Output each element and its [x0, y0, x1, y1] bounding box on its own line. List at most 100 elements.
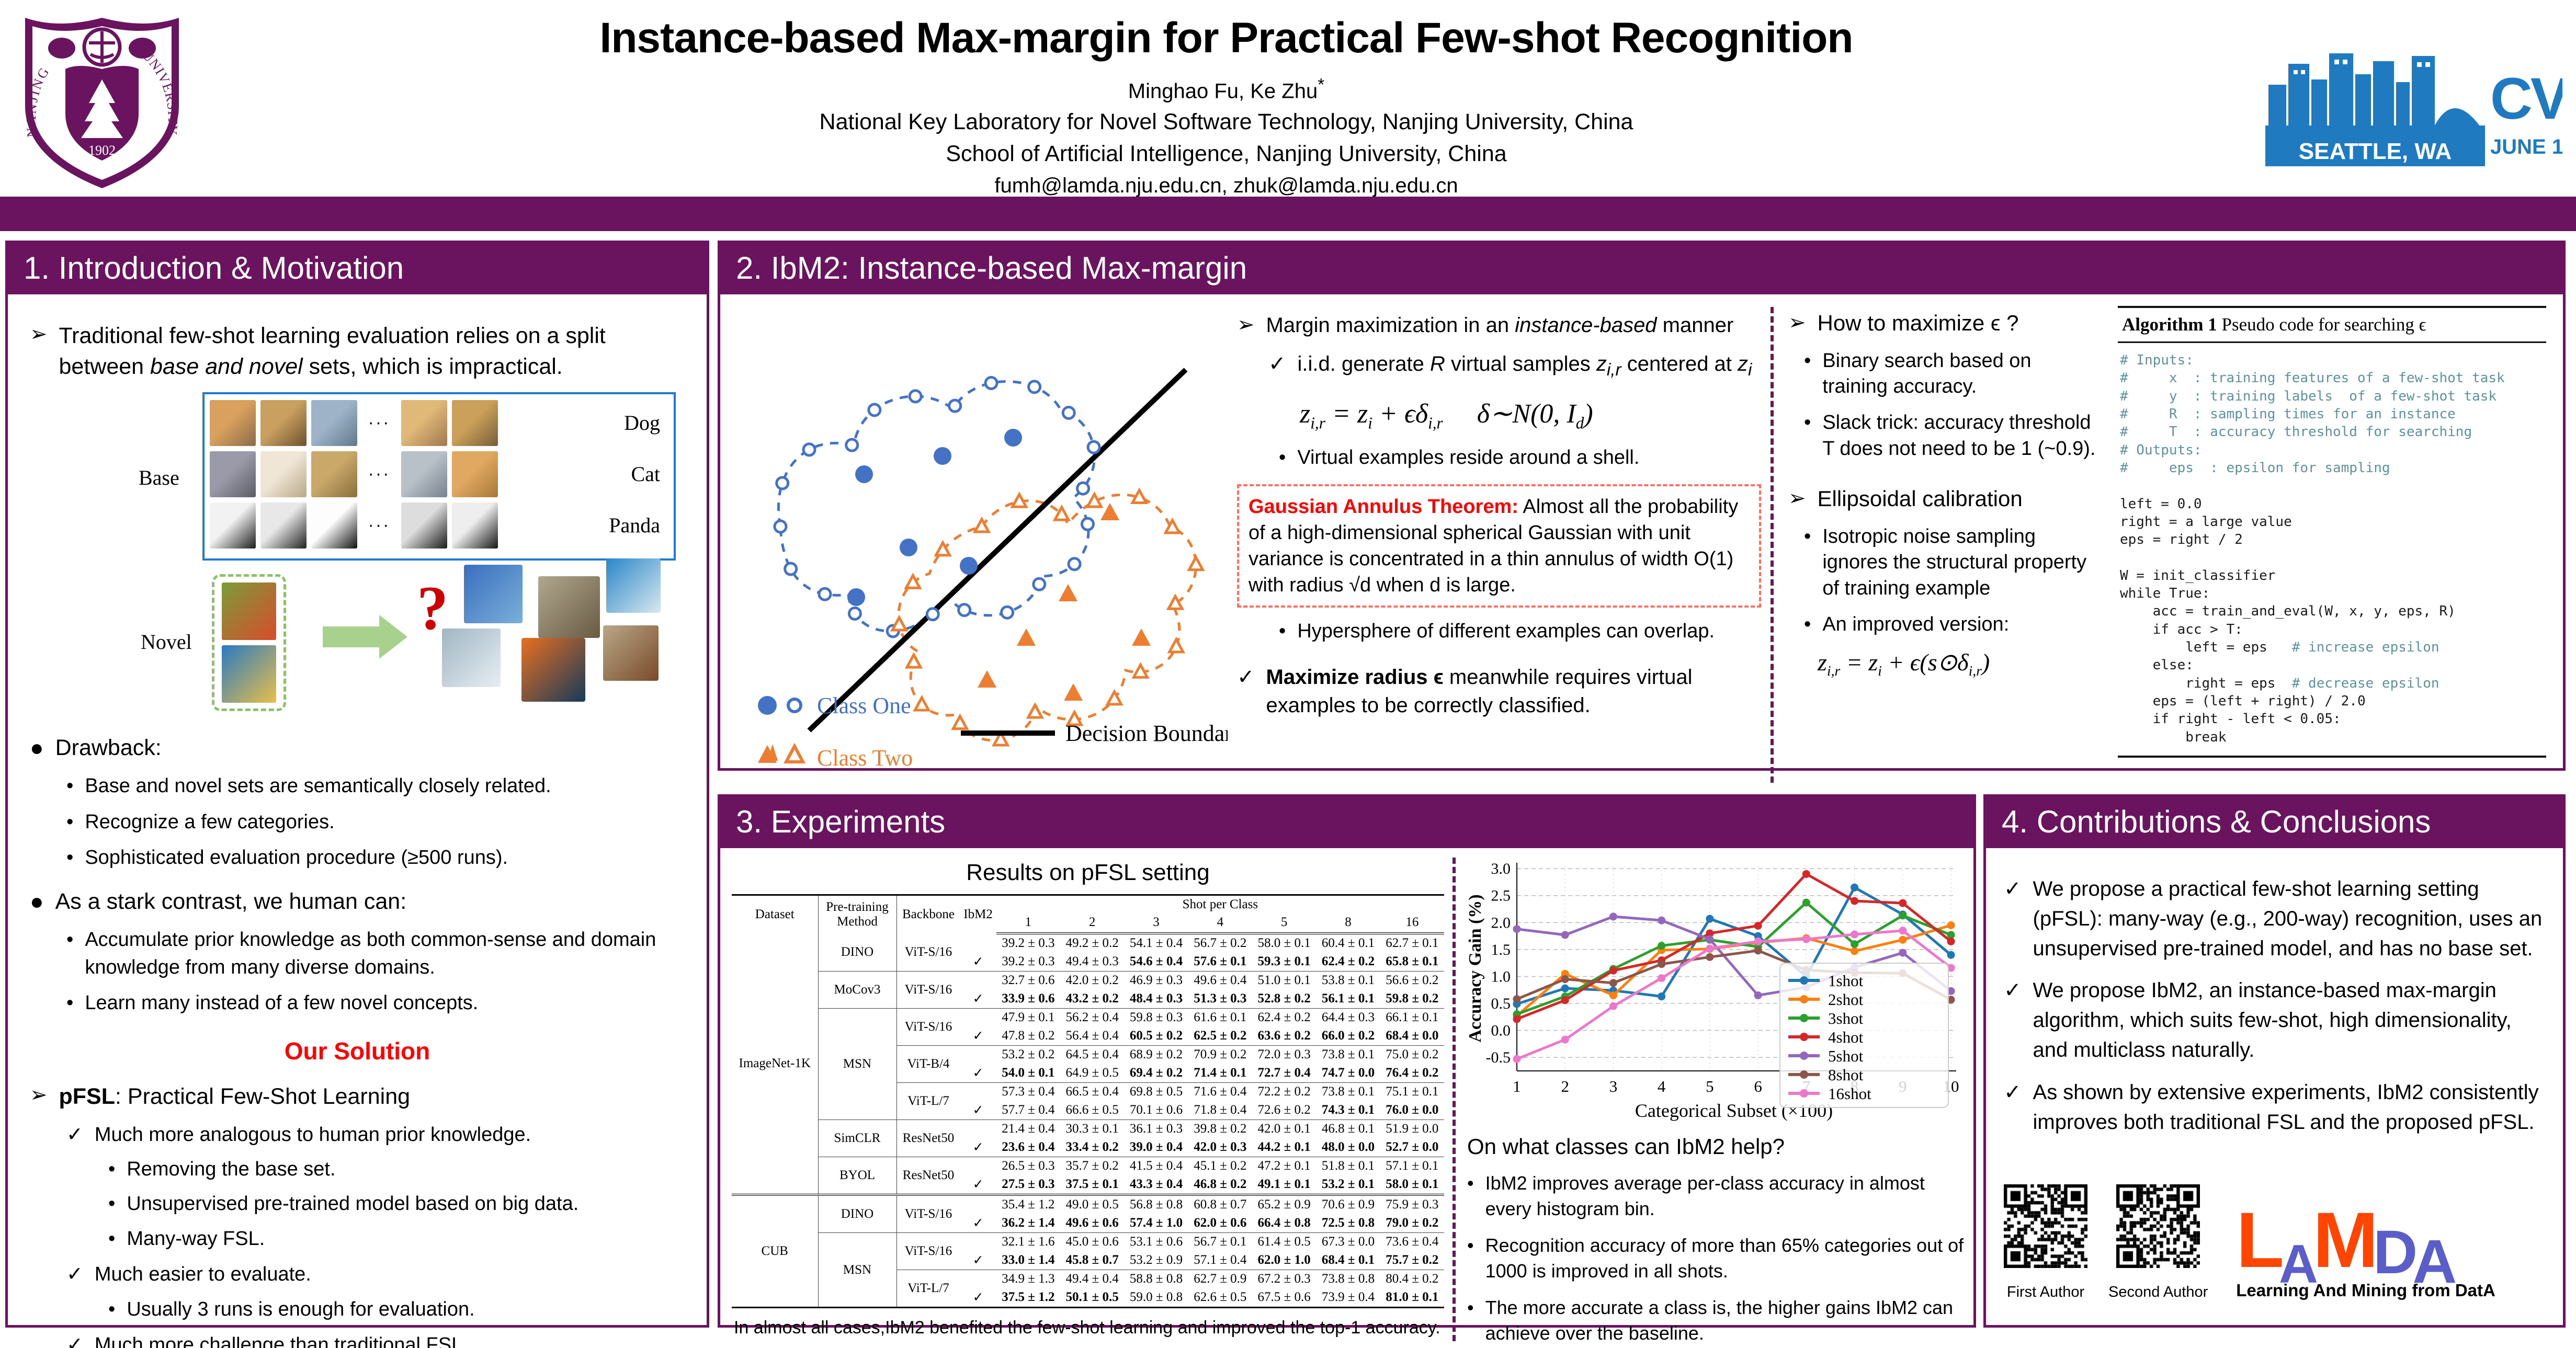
table-cell: 51.8 ± 0.1 — [1316, 1157, 1380, 1175]
table-cell: 54.0 ± 0.1 — [1002, 1066, 1055, 1080]
class-one-virtual-sample — [775, 476, 790, 490]
table-cell: 47.8 ± 0.2 — [1002, 1029, 1055, 1043]
photo-tile — [210, 502, 256, 549]
pfsl-bullet: ➢ pFSL: Practical Few-Shot Learning — [30, 1081, 685, 1112]
arrow-bullet-icon: ➢ — [1237, 313, 1255, 336]
table-cell: 73.9 ± 0.4 — [1321, 1290, 1375, 1304]
check-icon: ✓ — [66, 1334, 83, 1348]
data-point — [1899, 927, 1907, 935]
howto-title: ➢ How to maximize ϵ ? — [1788, 309, 2098, 338]
data-point — [1658, 974, 1666, 983]
table-cell: 72.7 ± 0.4 — [1257, 1066, 1311, 1080]
list-item: • Recognize a few categories. — [66, 808, 685, 836]
table-cell: 33.9 ± 0.6 — [1002, 991, 1055, 1006]
ibm2-cell — [960, 1270, 996, 1288]
data-point — [1754, 937, 1762, 945]
data-point — [1706, 953, 1714, 961]
table-cell: 73.6 ± 0.4 — [1380, 1232, 1444, 1251]
data-point — [1706, 915, 1714, 923]
ibm2-check-cell: ✓ — [972, 1253, 984, 1267]
arrow-bullet-icon: ➢ — [1788, 487, 1806, 510]
class-two-virtual-sample — [951, 713, 969, 730]
table-cell: 56.1 ± 0.1 — [1321, 991, 1375, 1006]
lamda-logo: LAMDA Learning And Mining from DatA — [2236, 1196, 2495, 1303]
data-point — [1658, 960, 1666, 968]
table-cell: 46.8 ± 0.1 — [1316, 1119, 1380, 1138]
howto-b1: • Binary search based on training accura… — [1804, 348, 2098, 400]
ibm2-check-cell: ✓ — [972, 1066, 984, 1080]
class-two-virtual-sample — [890, 614, 909, 632]
lamda-caption: Learning And Mining from DatA — [2236, 1281, 2495, 1300]
legend-marker — [1800, 995, 1808, 1003]
check-icon: ✓ — [66, 1123, 83, 1146]
table-cell: 62.4 ± 0.2 — [1321, 954, 1375, 968]
table-cell: 30.3 ± 0.1 — [1060, 1119, 1125, 1138]
bullet-icon: • — [66, 929, 74, 951]
legend-marker — [1800, 1089, 1808, 1098]
table-cell: 32.7 ± 0.6 — [996, 971, 1060, 989]
section-method: 2. IbM2: Instance-based Max-margin Class… — [718, 241, 2566, 783]
section1-header: 1. Introduction & Motivation — [8, 243, 707, 294]
backbone-cell: ViT-S/16 — [897, 971, 960, 1009]
photo-tile — [606, 558, 661, 613]
class-two-virtual-sample — [1163, 517, 1182, 534]
bullet-icon: • — [108, 1193, 116, 1215]
novel-set-box — [212, 574, 286, 711]
check-icon: ✓ — [1237, 665, 1255, 689]
data-point — [1802, 870, 1810, 878]
shot-col-header: 16 — [1380, 913, 1444, 934]
data-point — [1851, 930, 1859, 939]
ibm2-cell — [960, 933, 996, 952]
table-cell: 75.1 ± 0.1 — [1380, 1082, 1444, 1101]
backbone-cell: ViT-S/16 — [897, 1232, 960, 1270]
ellipsoidal-formula: zi,r = zi + ϵ(s⊙δi,r) — [1818, 649, 1990, 679]
lamda-letter: L — [2236, 1196, 2284, 1284]
algorithm-pseudocode: # Inputs: # x : training features of a f… — [2118, 343, 2546, 758]
data-point — [1899, 949, 1907, 957]
table-cell: 73.8 ± 0.1 — [1316, 1045, 1380, 1064]
method-cell: SimCLR — [818, 1119, 897, 1157]
data-point — [1706, 929, 1714, 938]
nanjing-university-logo-icon: 1902 NANJING UNIVERSITY — [24, 18, 180, 188]
table-cell: 47.2 ± 0.1 — [1252, 1157, 1317, 1175]
legend-label: 16shot — [1828, 1084, 1871, 1103]
intro-bullet: ➢ Traditional few-shot learning evaluati… — [30, 321, 685, 383]
table-cell: 61.6 ± 0.1 — [1188, 1008, 1252, 1026]
dot-bullet-icon: • — [1804, 525, 1811, 547]
ibm2-cell — [960, 1008, 996, 1026]
authors: Minghao Fu, Ke Zhu* — [1128, 75, 1325, 103]
table-cell: 37.5 ± 1.2 — [1002, 1290, 1055, 1304]
y-tick-label: 2.5 — [1491, 887, 1511, 905]
data-point — [1561, 969, 1569, 978]
table-cell: 76.0 ± 0.0 — [1386, 1103, 1439, 1117]
backbone-cell: ViT-L/7 — [897, 1270, 960, 1308]
legend-label: 3shot — [1828, 1009, 1864, 1027]
class-one-virtual-sample — [802, 442, 816, 457]
ibm2-check-cell: ✓ — [972, 955, 984, 969]
table-cell: 56.7 ± 0.1 — [1188, 1232, 1252, 1251]
table-cell: 64.9 ± 0.5 — [1065, 1066, 1119, 1080]
arrow-bullet-icon: ➢ — [30, 323, 48, 346]
bullet-icon: • — [108, 1227, 116, 1250]
table-cell: 71.6 ± 0.4 — [1188, 1082, 1252, 1101]
table-cell: 42.0 ± 0.3 — [1194, 1140, 1247, 1154]
data-point — [1899, 899, 1907, 907]
data-point — [1947, 987, 1955, 995]
table-row: ✓ 37.5 ± 1.2 50.1 ± 0.5 59.0 ± 0.8 62.6 ± 0.… — [732, 1288, 1444, 1308]
results-table-column: Results on pFSL setting Dataset Pre-trai… — [728, 852, 1448, 1346]
data-point — [1658, 916, 1666, 924]
ibm2-cell — [960, 1157, 996, 1175]
data-point — [1561, 975, 1569, 984]
table-cell: 33.0 ± 1.4 — [1002, 1253, 1055, 1267]
class-two-virtual-sample — [1167, 636, 1185, 654]
table-cell: 59.8 ± 0.3 — [1124, 1008, 1188, 1026]
table-cell: 57.6 ± 0.1 — [1194, 954, 1247, 968]
data-point — [1754, 946, 1762, 955]
class-one-virtual-sample — [1032, 577, 1047, 591]
table-cell: 33.4 ± 0.2 — [1065, 1140, 1119, 1154]
data-point — [1609, 966, 1617, 975]
data-point — [1899, 935, 1907, 944]
table-cell: 56.6 ± 0.2 — [1380, 971, 1444, 989]
list-item: • IbM2 improves average per-class accurac… — [1467, 1171, 1964, 1221]
qr-first-author: First Author — [2004, 1184, 2087, 1303]
